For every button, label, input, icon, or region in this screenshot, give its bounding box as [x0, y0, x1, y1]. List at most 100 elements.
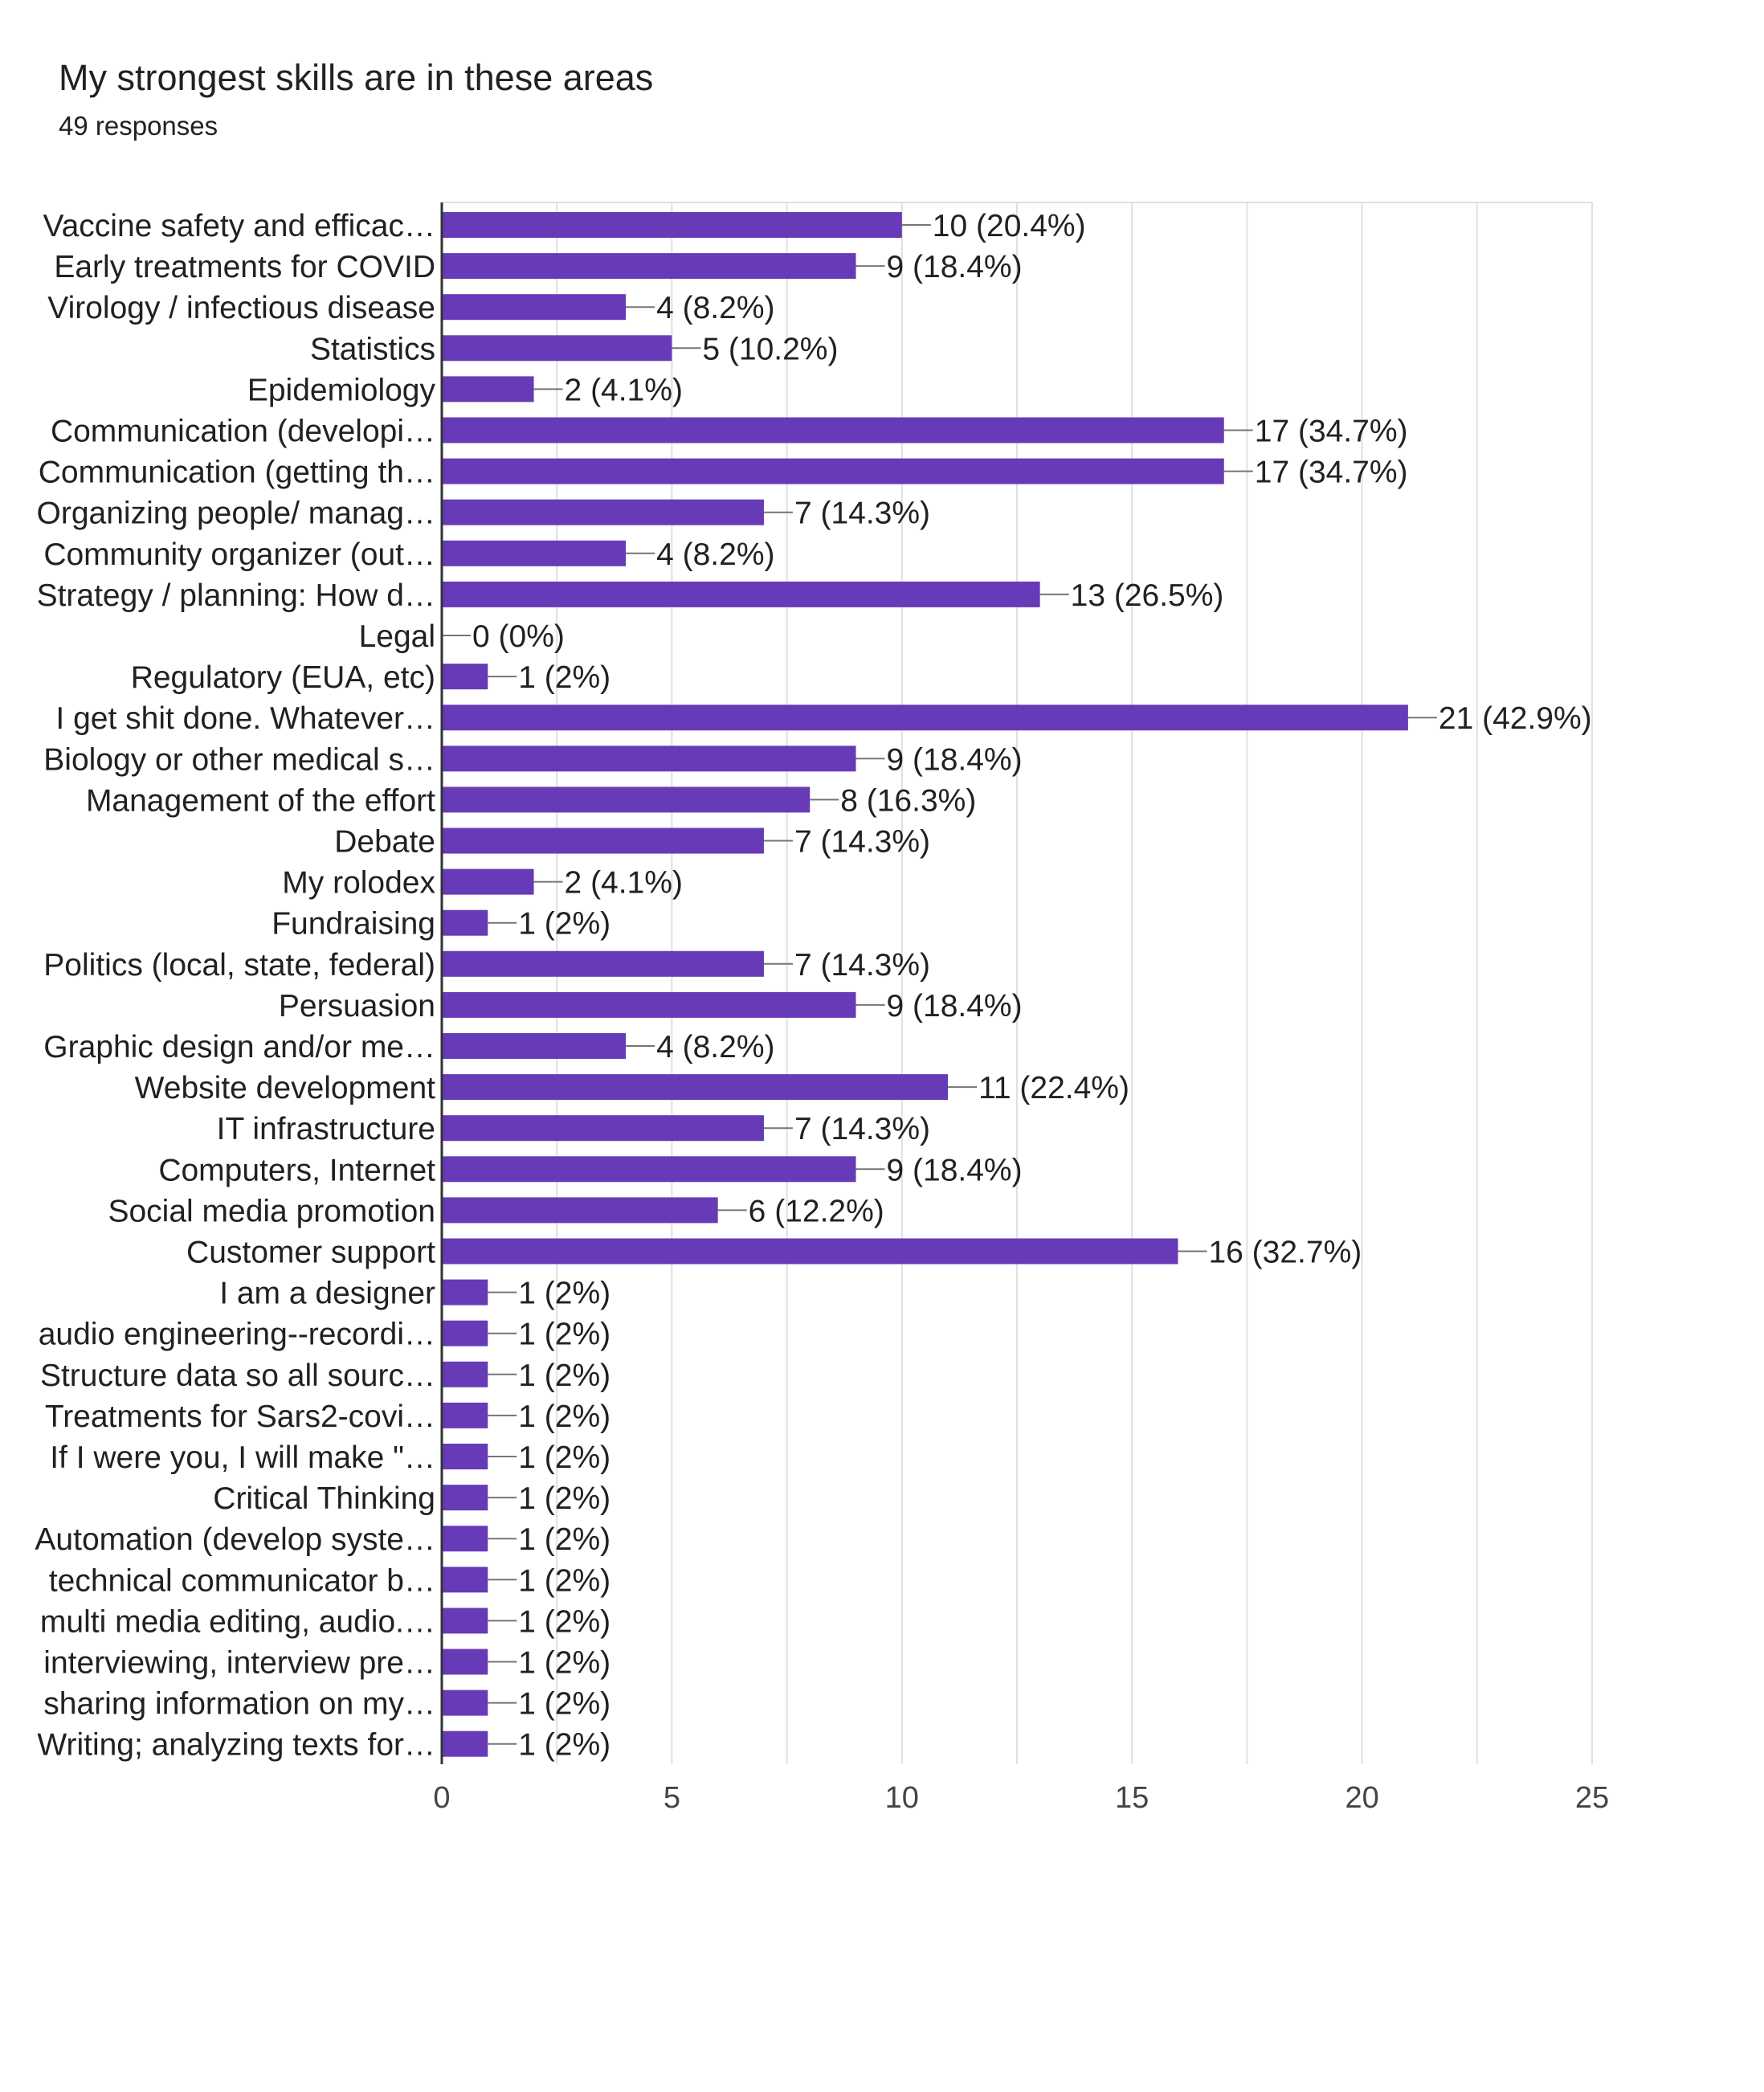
- bar: [442, 1608, 488, 1634]
- bar: [442, 868, 534, 895]
- bar: [442, 991, 856, 1018]
- data-label: 1 (2%): [518, 1646, 610, 1681]
- bar: [442, 950, 764, 977]
- data-label: 6 (12.2%): [749, 1194, 884, 1228]
- category-label: I get shit done. Whatever…: [55, 701, 435, 736]
- data-label: 5 (10.2%): [702, 332, 838, 366]
- x-tick-label: 15: [1115, 1781, 1149, 1815]
- data-label: 1 (2%): [518, 1604, 610, 1639]
- data-label: 10 (20.4%): [933, 209, 1086, 243]
- category-label: Epidemiology: [247, 373, 436, 407]
- category-label: Automation (develop syste…: [35, 1522, 435, 1557]
- bar: [442, 746, 856, 772]
- response-count: 49 responses: [59, 111, 218, 141]
- bar: [442, 212, 902, 238]
- bar: [442, 1279, 488, 1305]
- category-label: Legal: [359, 619, 435, 654]
- category-label: Statistics: [310, 332, 435, 366]
- bar: [442, 1730, 488, 1757]
- data-label: 16 (32.7%): [1208, 1236, 1362, 1270]
- x-tick-label: 5: [664, 1781, 680, 1815]
- bar: [442, 458, 1224, 484]
- bar: [442, 827, 764, 854]
- category-label: Computers, Internet: [158, 1153, 435, 1187]
- category-label: Strategy / planning: How d…: [37, 578, 435, 613]
- bar: [442, 540, 627, 566]
- bar: [442, 1444, 488, 1469]
- bar: [442, 1526, 488, 1552]
- data-label: 4 (8.2%): [656, 537, 774, 572]
- category-label: Social media promotion: [108, 1194, 435, 1228]
- category-label: I am a designer: [219, 1277, 435, 1311]
- category-label: Virology / infectious disease: [47, 291, 435, 325]
- data-label: 1 (2%): [518, 1440, 610, 1475]
- data-label: 7 (14.3%): [794, 825, 930, 860]
- bar: [442, 335, 672, 362]
- data-label: 1 (2%): [518, 1522, 610, 1557]
- category-label: sharing information on my…: [43, 1687, 435, 1722]
- category-label: Organizing people/ manag…: [37, 496, 435, 531]
- bar: [442, 1033, 627, 1059]
- data-label: 1 (2%): [518, 1563, 610, 1598]
- category-label: Structure data so all sourc…: [40, 1359, 435, 1393]
- data-label: 7 (14.3%): [794, 1112, 930, 1146]
- category-label: If I were you, I will make "…: [50, 1440, 435, 1475]
- bar: [442, 1197, 718, 1224]
- data-label: 2 (4.1%): [565, 373, 683, 407]
- category-label: Website development: [135, 1071, 435, 1105]
- category-label: Management of the effort: [86, 783, 435, 818]
- bar: [442, 664, 488, 690]
- category-label: Graphic design and/or me…: [43, 1030, 435, 1064]
- data-label: 21 (42.9%): [1439, 701, 1592, 736]
- category-label: audio engineering--recordi…: [39, 1318, 435, 1352]
- data-label: 4 (8.2%): [656, 291, 774, 325]
- bar: [442, 1320, 488, 1346]
- category-label: Customer support: [186, 1236, 435, 1270]
- bar: [442, 1690, 488, 1716]
- bar: [442, 909, 488, 936]
- category-label: Regulatory (EUA, etc): [131, 660, 435, 695]
- category-label: Community organizer (out…: [43, 537, 435, 572]
- category-label: technical communicator b…: [49, 1563, 435, 1598]
- category-label: Persuasion: [279, 989, 435, 1024]
- category-label: IT infrastructure: [217, 1112, 435, 1146]
- bar: [442, 253, 856, 280]
- data-label: 9 (18.4%): [887, 250, 1023, 284]
- bar: [442, 1074, 949, 1101]
- category-label: Communication (developi…: [51, 415, 435, 449]
- bar: [442, 1238, 1178, 1265]
- category-label: Early treatments for COVID: [54, 250, 435, 284]
- data-label: 9 (18.4%): [887, 989, 1023, 1024]
- data-label: 1 (2%): [518, 1728, 610, 1763]
- bar: [442, 376, 534, 402]
- data-label: 13 (26.5%): [1071, 578, 1224, 613]
- x-tick-label: 0: [433, 1781, 450, 1815]
- bar: [442, 1156, 856, 1183]
- data-label: 17 (34.7%): [1255, 415, 1408, 449]
- bar: [442, 1485, 488, 1511]
- data-label: 4 (8.2%): [656, 1030, 774, 1064]
- category-label: Biology or other medical s…: [43, 742, 435, 777]
- data-label: 1 (2%): [518, 1481, 610, 1516]
- data-label: 1 (2%): [518, 1359, 610, 1393]
- category-label: My rolodex: [282, 866, 435, 901]
- bar: [442, 417, 1224, 443]
- category-label: Fundraising: [272, 907, 435, 942]
- data-label: 1 (2%): [518, 1277, 610, 1311]
- data-label: 0 (0%): [472, 619, 565, 654]
- x-tick-label: 10: [885, 1781, 919, 1815]
- category-label: Vaccine safety and efficac…: [43, 209, 436, 243]
- bar: [442, 787, 811, 813]
- category-label: Debate: [334, 825, 435, 860]
- data-label: 11 (22.4%): [978, 1071, 1129, 1105]
- data-label: 7 (14.3%): [794, 496, 930, 531]
- data-label: 9 (18.4%): [887, 1153, 1023, 1187]
- bar: [442, 1649, 488, 1675]
- category-label: Politics (local, state, federal): [43, 948, 435, 983]
- chart-title: My strongest skills are in these areas: [59, 57, 654, 98]
- data-label: 8 (16.3%): [840, 783, 976, 818]
- data-label: 1 (2%): [518, 660, 610, 695]
- bar: [442, 1402, 488, 1428]
- bar: [442, 1361, 488, 1387]
- bar: [442, 294, 627, 321]
